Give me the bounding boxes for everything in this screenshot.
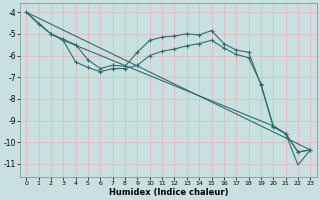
X-axis label: Humidex (Indice chaleur): Humidex (Indice chaleur) bbox=[108, 188, 228, 197]
